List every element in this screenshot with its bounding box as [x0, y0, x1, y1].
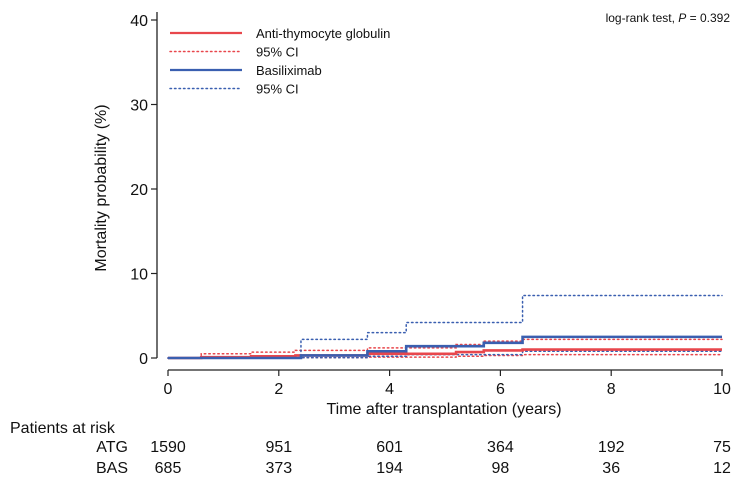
x-axis-title: Time after transplantation (years)	[326, 401, 561, 418]
risk-count: 601	[376, 439, 403, 456]
series-line-3	[168, 335, 722, 360]
y-axis-title: Mortality probability (%)	[93, 104, 110, 271]
risk-count: 194	[376, 460, 403, 477]
legend-label: 95% CI	[256, 82, 299, 97]
series-line-4	[167, 294, 723, 359]
risk-count: 75	[713, 439, 731, 456]
risk-count: 36	[602, 460, 620, 477]
log-rank-annotation: log-rank test, P = 0.392	[606, 11, 731, 25]
y-tick-label: 40	[130, 13, 148, 30]
x-tick-label: 6	[496, 381, 505, 398]
risk-count: 685	[155, 460, 182, 477]
risk-count: 951	[265, 439, 292, 456]
legend-label: 95% CI	[256, 45, 299, 60]
risk-row-label: BAS	[96, 460, 128, 477]
x-tick-label: 10	[713, 381, 731, 398]
y-tick-label: 30	[130, 98, 148, 115]
risk-table: Patients at risk ATG 1590 951 601 364 192 75 BA…	[10, 420, 731, 477]
legend-label: Anti-thymocyte globulin	[256, 26, 390, 41]
x-tick-label: 4	[385, 381, 394, 398]
y-tick-label: 0	[139, 351, 148, 368]
risk-count: 364	[487, 439, 514, 456]
x-tick-label: 2	[274, 381, 283, 398]
risk-row-label: ATG	[96, 439, 128, 456]
y-tick-label: 10	[130, 267, 148, 284]
series-line-5	[167, 350, 723, 359]
x-tick-label: 0	[164, 381, 173, 398]
legend: Anti-thymocyte globulin 95% CI Basiliximab…	[169, 26, 390, 97]
risk-count: 1590	[150, 439, 186, 456]
risk-count: 12	[713, 460, 731, 477]
risk-table-title: Patients at risk	[10, 420, 116, 437]
risk-count: 192	[598, 439, 625, 456]
series-layer	[167, 294, 723, 360]
legend-label: Basiliximab	[256, 63, 322, 78]
series-line-1	[167, 338, 723, 359]
axes: 0 10 20 30 40 0 2 4 6 8 10	[130, 12, 731, 398]
risk-count: 373	[265, 460, 292, 477]
x-tick-label: 8	[607, 381, 616, 398]
y-tick-label: 20	[130, 182, 148, 199]
risk-count: 98	[492, 460, 510, 477]
